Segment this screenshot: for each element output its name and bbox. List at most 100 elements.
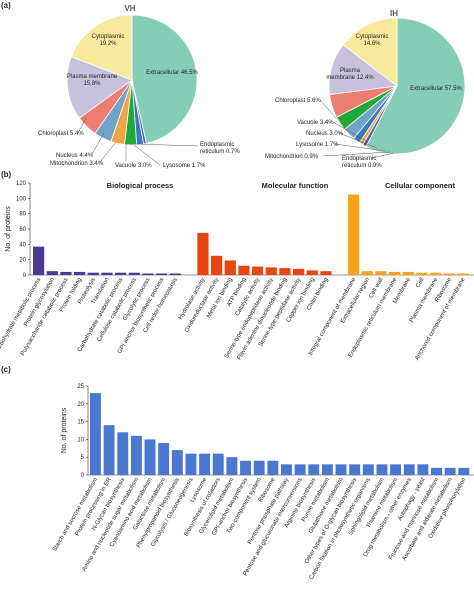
bar-extracellular-region — [361, 271, 373, 275]
bar-purine-metabolism — [321, 464, 333, 475]
bar-pentose-phosphate-pathway — [281, 464, 292, 475]
y-tick-label: 40 — [19, 242, 26, 248]
bar-cell-redox-homeostasis — [169, 273, 181, 275]
slice-label-lysosome: Lysosome 1.7% — [296, 142, 339, 148]
panel-b-label: (b) — [1, 170, 12, 179]
bar-thiamine-metabolism — [390, 464, 402, 475]
y-tick-label: 100 — [16, 196, 27, 202]
slice-label-plasma-membrane: Plasma membrane 15.8% — [67, 74, 118, 87]
category-label: Carbohydrate metabolic process — [0, 277, 42, 355]
y-axis-title: No. of proteins — [61, 407, 68, 453]
slice-label-extracellular: Extracellular 46.5% — [146, 70, 198, 76]
slice-label-chloroplast: Chloroplast 5.6% — [275, 98, 321, 104]
pie-chart-vh: Extracellular 46.5% Endoplasmic reticulum … — [38, 14, 240, 169]
y-tick-label: 0 — [81, 473, 85, 479]
y-tick-label: 80 — [19, 212, 26, 218]
slice-label-cytoplasmic: Cytoplasmic 19.2% — [92, 34, 125, 47]
leader-line — [99, 141, 117, 163]
bar-metal-ion-binding — [224, 260, 236, 275]
bar-glycerolipid-metabolism — [226, 457, 238, 475]
bar-chart-go: 0 20 40 60 80 100 120 No. of proteins Biological… — [0, 181, 474, 361]
bar-gpi-anchor-biosynthesis — [240, 460, 251, 475]
bar-ribosome — [267, 460, 279, 475]
bar-glycolytic-process — [142, 273, 154, 275]
bar-amino-and-nucleotide-sugar-metabolism — [130, 435, 142, 475]
bar-translation — [101, 272, 113, 275]
pie-slice-plasma-membrane — [66, 56, 133, 119]
leader-line — [332, 121, 369, 143]
bar-drug-metabolism-other-enzymes — [403, 464, 415, 475]
bar-chitin-binding — [320, 271, 332, 275]
panel-a-label: (a) — [1, 1, 11, 10]
group-title-biological-process: Biological process — [107, 181, 174, 190]
bar-two-component-system — [253, 460, 265, 475]
leader-line — [322, 151, 391, 157]
bar-membrane — [402, 271, 414, 275]
pie-slice-extracellular — [365, 17, 466, 155]
bar-cyanoamino-acid-metabolism — [144, 439, 156, 475]
slice-label-chloroplast: Chloroplast 5.4% — [38, 131, 84, 137]
leader-line — [135, 143, 199, 147]
y-tick-label: 25 — [77, 384, 84, 390]
bar-ascorbate-and-aldarate-metabolism — [444, 467, 456, 475]
pie-vh-title: VH — [124, 4, 135, 13]
bar-protein-processing-in-er — [103, 425, 115, 475]
bar-flavin-adenine-dinucleotide-binding — [279, 268, 291, 275]
bar-gpi-anchor-biosynthetic-process — [156, 273, 168, 275]
y-axis-title: No. of proteins — [5, 206, 12, 252]
bar-hydrolase-activity — [197, 232, 209, 275]
pie-slice-cytoplasmic — [342, 17, 398, 87]
bar-glycolysis-gluconeogenesis — [185, 453, 197, 475]
slice-label-lysosome: Lysosome 1.7% — [163, 163, 206, 169]
y-tick-label: 5 — [81, 455, 85, 461]
bar-carbon-fixation-in-photosynthetic-organisms — [362, 464, 374, 475]
y-tick-label: 20 — [77, 402, 84, 408]
bar-arginine-biosynthesis — [308, 464, 320, 475]
leader-line — [77, 117, 87, 134]
bar-oxidative-phosphorylation — [458, 467, 470, 475]
panel-c-label: (c) — [1, 365, 11, 374]
bar-plasma-membrane — [430, 272, 442, 275]
group-title-molecular-function: Molecular function — [262, 181, 329, 190]
bar-starch-and-sucrose-metabolism — [90, 393, 101, 475]
bar-ribosome — [443, 273, 455, 275]
leader-line — [334, 143, 386, 152]
bar-oxidoreductase-activity — [211, 255, 223, 275]
slice-label-nucleus: Nucleus 3.0% — [306, 131, 344, 137]
pie-slice-extracellular — [131, 14, 198, 144]
bar-integral-component-of-membrane — [348, 194, 360, 275]
bar-autophagy-yeast — [417, 464, 429, 475]
y-tick-label: 10 — [77, 437, 84, 443]
bar-carbohydrate-catabolic-process — [115, 272, 127, 275]
bar-cell-wall — [375, 271, 387, 275]
y-tick-label: 60 — [19, 227, 26, 233]
category-label: Integral component of membrane — [308, 276, 358, 356]
bar-glutathione-metabolism — [335, 464, 347, 475]
bar-serine-type-endopeptidase-activity — [265, 267, 277, 275]
pie-chart-ih: Extracellular 57.5% Endoplasmic reticulum … — [265, 17, 466, 169]
leader-line — [133, 144, 161, 166]
bar-cell — [416, 272, 428, 275]
group-title-cellular-component: Cellular component — [385, 181, 456, 190]
bar-other-types-of-o-glycan-biosynthesis — [349, 464, 361, 475]
bar-n-glycan-biosynthesis — [117, 432, 129, 475]
bar-fructose-and-mannose-metabolism — [431, 467, 442, 475]
bar-galactose-metabolism — [158, 442, 170, 475]
bar-proteolysis — [87, 272, 99, 275]
bar-polysaccharide-catabolic-process — [60, 271, 72, 275]
slice-label-mitochondrion: Mitochondrion 0.9% — [265, 154, 319, 160]
bar-catalytic-activity — [252, 266, 264, 275]
bar-protein-glycosylation — [46, 271, 58, 275]
bar-protein-folding — [74, 271, 86, 275]
slice-label-cytoplasmic: Cytoplasmic 14.6% — [356, 34, 389, 47]
slice-label-endoplasmic-reticulum: Endoplasmic reticulum 0.7% — [200, 142, 240, 155]
bar-anchored-component-of-membrane — [457, 273, 469, 275]
bar-copper-ion-binding — [306, 270, 318, 275]
slice-label-extracellular: Extracellular 57.5% — [410, 86, 462, 92]
slice-label-mitochondrion: Mitochondrion 3.4% — [50, 161, 104, 167]
y-tick-label: 20 — [19, 258, 26, 264]
slice-label-plasma-membrane: Plasma membrane 12.4% — [326, 68, 374, 81]
leader-line — [319, 99, 337, 119]
